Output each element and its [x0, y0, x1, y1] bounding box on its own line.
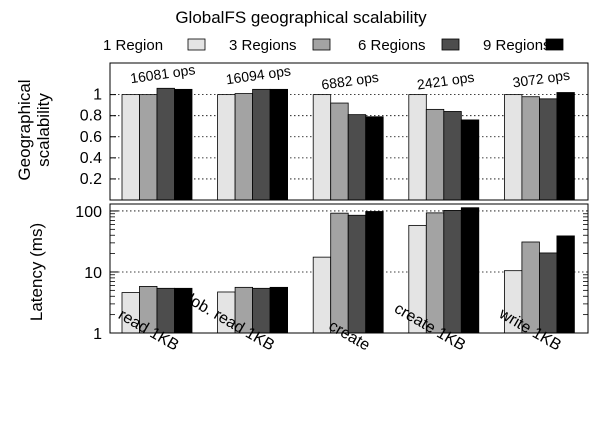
- top-ylabel-line-2: scalability: [34, 93, 53, 167]
- scalability-bar: [139, 94, 158, 201]
- legend-label: 9 Regions: [483, 37, 551, 54]
- legend-swatch: [312, 38, 331, 51]
- ops-annotation: 16094 ops: [225, 62, 292, 87]
- scalability-bar: [312, 94, 332, 201]
- top-ytick-label: 0.4: [80, 150, 102, 167]
- chart-title: GlobalFS geographical scalability: [175, 8, 427, 27]
- bottom-ytick-label: 1: [93, 326, 102, 343]
- bottom-ylabel: Latency (ms): [27, 223, 46, 321]
- ops-annotation: 2421 ops: [416, 69, 475, 93]
- scalability-bar: [269, 88, 289, 201]
- scalability-bar: [252, 88, 271, 201]
- legend: 1 Region 3 Regions 6 Regions 9 Regions: [103, 37, 564, 54]
- latency-bar: [365, 211, 384, 334]
- scalability-bar: [460, 119, 480, 201]
- scalability-bar: [330, 102, 349, 201]
- scalability-panel: 16081 ops 16094 ops 6882 ops 2421 ops 3072 o…: [80, 61, 589, 201]
- scalability-bar: [234, 93, 254, 201]
- scalability-bar: [539, 98, 558, 201]
- legend-swatch: [187, 38, 206, 51]
- latency-bar: [425, 212, 445, 334]
- scalability-bar: [217, 94, 236, 201]
- scalability-bar: [443, 111, 462, 201]
- legend-label: 1 Region: [103, 37, 163, 54]
- scalability-bar: [347, 114, 367, 201]
- bottom-frame: [109, 203, 589, 334]
- legend-swatch: [441, 38, 460, 51]
- ops-annotation: 3072 ops: [512, 67, 571, 91]
- legend-swatch: [545, 38, 564, 51]
- scalability-bar: [174, 88, 193, 201]
- latency-bar: [330, 212, 349, 334]
- top-ytick-label: 0.6: [80, 129, 102, 146]
- ops-annotation: 16081 ops: [129, 61, 196, 86]
- scalability-bar: [503, 94, 523, 201]
- bottom-ytick-label: 100: [75, 204, 102, 221]
- bottom-ytick-label: 10: [84, 265, 102, 282]
- scalability-bar: [121, 94, 140, 201]
- top-ytick-label: 0.2: [80, 171, 102, 188]
- top-ytick-label: 0.8: [80, 108, 102, 125]
- latency-bar: [460, 207, 480, 334]
- scalability-bar: [556, 92, 575, 201]
- legend-label: 6 Regions: [358, 37, 426, 54]
- top-ytick-label: 1: [93, 87, 102, 104]
- ops-annotation: 6882 ops: [320, 69, 379, 93]
- legend-label: 3 Regions: [229, 37, 297, 54]
- scalability-bar: [425, 108, 445, 201]
- latency-bar: [539, 252, 558, 334]
- latency-bar: [556, 235, 575, 334]
- latency-bar: [443, 210, 462, 334]
- scalability-bar: [365, 116, 384, 201]
- top-frame: [109, 62, 589, 201]
- scalability-bar: [408, 94, 427, 201]
- latency-bar: [347, 214, 367, 334]
- latency-bar: [312, 256, 332, 334]
- latency-bar: [269, 286, 289, 334]
- scalability-bar: [521, 96, 540, 201]
- top-ylabel-line-1: Geographical: [15, 79, 34, 180]
- scalability-bar: [156, 87, 175, 201]
